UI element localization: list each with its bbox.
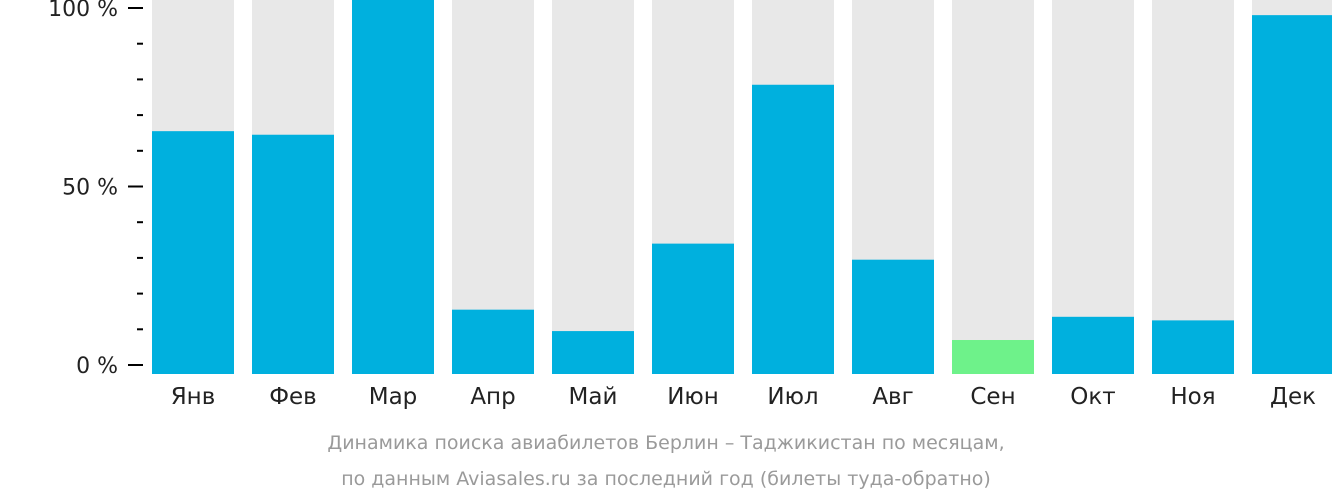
- y-tick-label: 0 %: [76, 354, 118, 379]
- bar: [952, 340, 1034, 374]
- bar: [1052, 316, 1134, 374]
- x-tick-label: Май: [569, 384, 618, 410]
- bar: [152, 131, 234, 374]
- bar: [1152, 320, 1234, 374]
- bar: [1252, 15, 1332, 374]
- bar-background: [952, 0, 1034, 374]
- bar: [752, 84, 834, 374]
- bar-background: [1052, 0, 1134, 374]
- x-tick-label: Фев: [269, 384, 317, 410]
- x-tick-label: Сен: [970, 384, 1015, 410]
- bar: [352, 0, 434, 374]
- x-tick-label: Дек: [1270, 384, 1316, 410]
- chart-caption-line-2: по данным Aviasales.ru за последний год …: [341, 468, 991, 490]
- x-tick-label: Июл: [767, 384, 818, 410]
- y-tick-label: 100 %: [48, 0, 118, 22]
- bar: [552, 331, 634, 374]
- bar-background: [1152, 0, 1234, 374]
- bar: [252, 134, 334, 374]
- x-tick-label: Мар: [369, 384, 418, 410]
- bar: [652, 243, 734, 374]
- x-tick-label: Окт: [1070, 384, 1115, 410]
- x-tick-label: Апр: [470, 384, 515, 410]
- bar: [452, 309, 534, 374]
- y-tick-label: 50 %: [62, 176, 118, 201]
- x-tick-label: Ноя: [1170, 384, 1215, 410]
- x-tick-label: Янв: [171, 384, 216, 410]
- x-tick-label: Авг: [872, 384, 913, 410]
- x-tick-label: Июн: [667, 384, 719, 410]
- bar: [852, 259, 934, 374]
- bar-background: [552, 0, 634, 374]
- chart-caption-line-1: Динамика поиска авиабилетов Берлин – Тад…: [327, 432, 1005, 454]
